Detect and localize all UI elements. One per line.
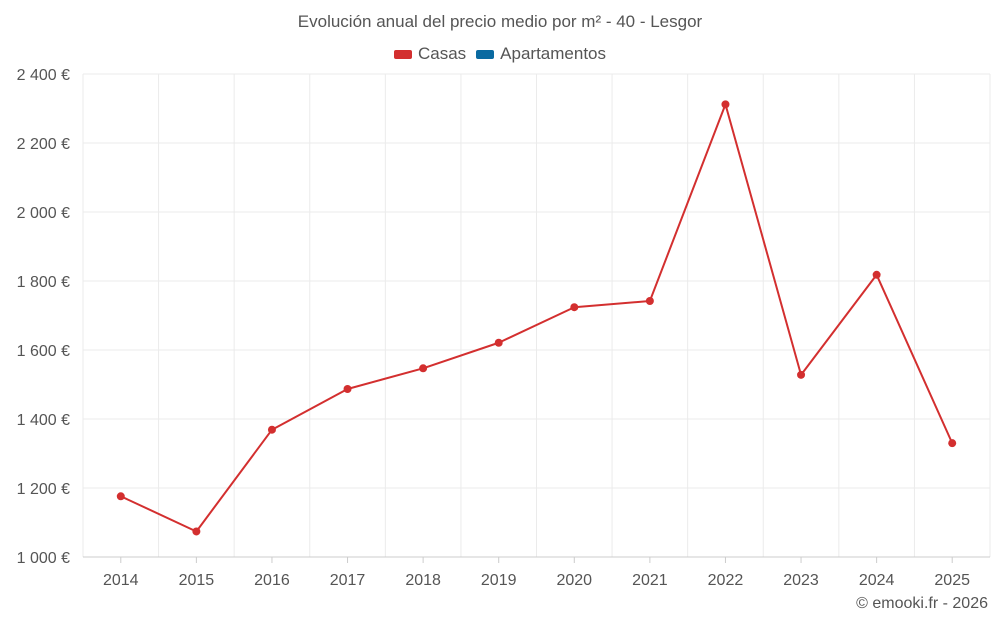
data-point-casas [192, 527, 201, 536]
x-tick-label: 2024 [859, 572, 895, 589]
data-point-casas [570, 303, 579, 312]
x-tick-label: 2015 [179, 572, 215, 589]
x-tick-label: 2019 [481, 572, 517, 589]
data-point-casas [645, 297, 654, 306]
data-point-casas [116, 492, 125, 501]
data-point-casas [494, 338, 503, 347]
y-tick-label: 1 200 € [17, 481, 70, 498]
legend-item-apartamentos[interactable]: Apartamentos [476, 44, 606, 64]
x-tick-label: 2020 [556, 572, 592, 589]
data-point-casas [872, 270, 881, 279]
y-tick-label: 1 600 € [17, 343, 70, 360]
data-point-casas [797, 370, 806, 379]
x-tick-label: 2023 [783, 572, 819, 589]
x-tick-label: 2014 [103, 572, 139, 589]
legend-label-apartamentos: Apartamentos [500, 44, 607, 63]
y-tick-label: 1 400 € [17, 412, 70, 429]
legend-swatch-casas [393, 49, 412, 59]
data-point-casas [948, 439, 957, 448]
data-point-casas [267, 425, 276, 434]
y-tick-label: 1 800 € [17, 274, 70, 291]
y-tick-label: 2 000 € [17, 205, 70, 222]
x-tick-label: 2025 [934, 572, 970, 589]
data-point-casas [721, 100, 730, 109]
x-tick-label: 2021 [632, 572, 668, 589]
x-tick-label: 2017 [330, 572, 366, 589]
data-point-casas [419, 364, 428, 373]
legend-label-casas: Casas [417, 44, 467, 63]
data-point-casas [343, 384, 352, 393]
series-line-casas [120, 103, 954, 533]
legend-swatch-apartamentos [476, 49, 495, 59]
x-tick-label: 2018 [405, 572, 441, 589]
legend: Casas Apartamentos [0, 44, 1000, 64]
y-tick-label: 2 200 € [17, 136, 70, 153]
y-tick-label: 1 000 € [17, 550, 70, 567]
credit-text: © emooki.fr - 2026 [856, 595, 988, 612]
chart-title: Evolución anual del precio medio por m² … [297, 12, 703, 31]
x-tick-label: 2022 [708, 572, 744, 589]
x-tick-label: 2016 [254, 572, 290, 589]
legend-item-casas[interactable]: Casas [393, 44, 467, 64]
y-tick-label: 2 400 € [17, 67, 70, 84]
